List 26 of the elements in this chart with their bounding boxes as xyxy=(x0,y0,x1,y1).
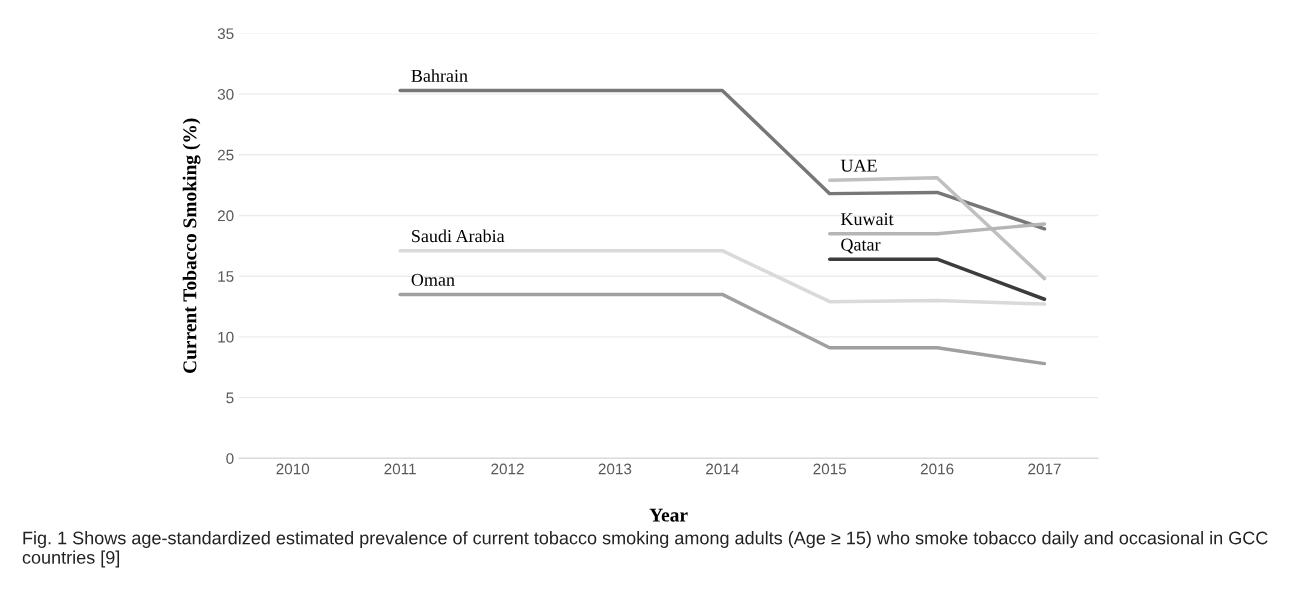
x-tick-label: 2016 xyxy=(920,463,954,475)
x-tick-label: 2017 xyxy=(1028,463,1061,475)
y-tick-label: 0 xyxy=(226,453,234,464)
y-tick-label: 20 xyxy=(217,210,234,222)
y-tick-label: 5 xyxy=(226,392,234,404)
line-series xyxy=(398,88,1047,231)
x-tick-label: 2013 xyxy=(598,463,632,475)
series-label: UAE xyxy=(840,159,877,172)
series-label: Saudi Arabia xyxy=(412,229,505,243)
x-tick-label: 2010 xyxy=(276,463,310,475)
y-tick-label: 10 xyxy=(218,331,234,343)
caption: Fig. 1 Shows age-standardized estimated prevalence of current tobacco smoking among adults (Age ≥ 15) who smoke tobacco daily and occasional in GCC countries [9] xyxy=(22,531,1268,568)
series-label: Qatar xyxy=(841,238,881,254)
series-label: Kuwait xyxy=(840,213,894,226)
y-axis-title: Current Tobacco Smoking (%) xyxy=(182,118,201,374)
x-tick-label: 2015 xyxy=(813,463,847,475)
x-tick-label: 2014 xyxy=(706,463,739,475)
y-tick-label: 30 xyxy=(217,88,234,100)
y-tick-label: 15 xyxy=(218,271,234,282)
y-tick-label: 35 xyxy=(217,28,234,40)
x-tick-label: 2012 xyxy=(491,463,524,475)
y-tick-label: 25 xyxy=(217,149,234,161)
series-label: Bahrain xyxy=(411,69,468,82)
x-tick-label: 2011 xyxy=(384,463,416,475)
series-label: Oman xyxy=(411,273,455,286)
x-axis-title: Year xyxy=(649,508,688,522)
